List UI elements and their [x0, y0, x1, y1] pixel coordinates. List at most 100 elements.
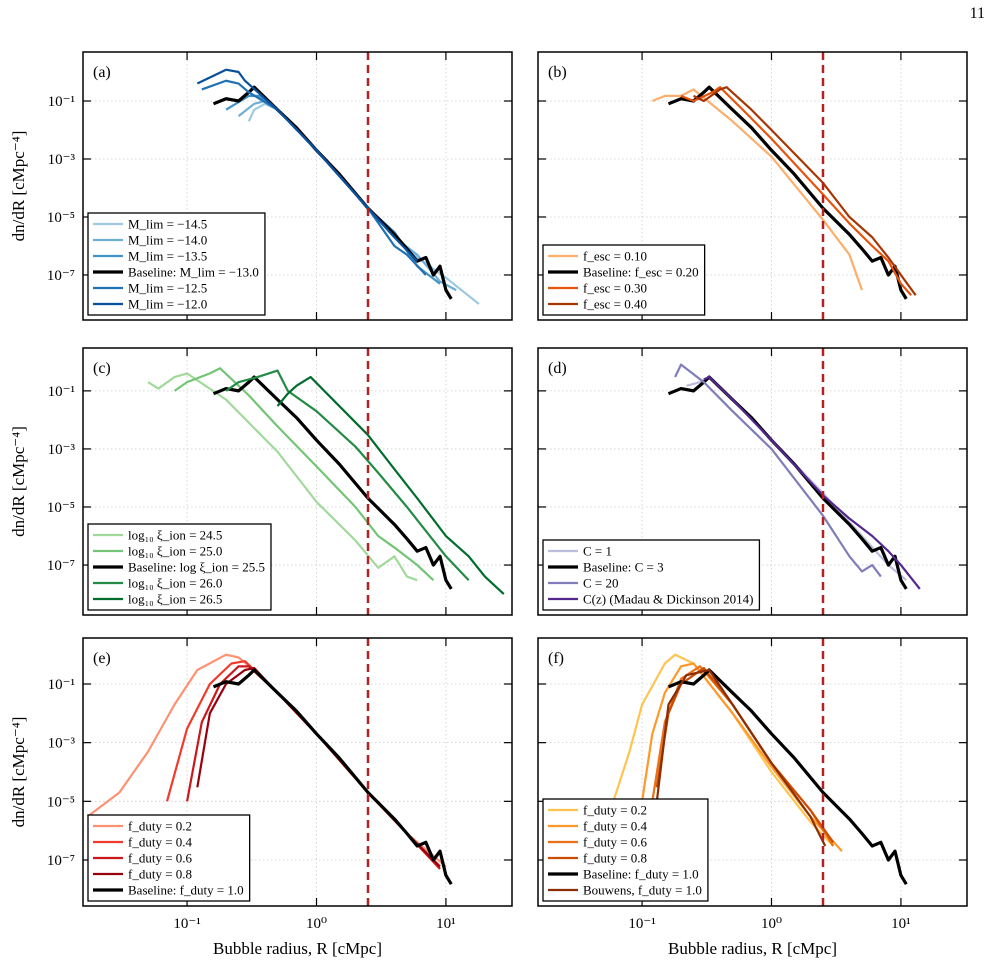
legend-label: M_lim = −14.5	[128, 217, 207, 232]
series-line	[651, 88, 863, 291]
x-tick-label: 10⁻¹	[173, 916, 200, 932]
y-tick-label: 10⁻⁷	[47, 268, 75, 284]
legend-label: C = 1	[583, 544, 612, 559]
y-axis-label: dn/dR [cMpc⁻⁴]	[9, 131, 28, 242]
x-axis-label: Bubble radius, R [cMpc]	[668, 939, 837, 958]
series-line	[276, 375, 505, 595]
legend-label: f_esc = 0.30	[583, 281, 647, 296]
series-group	[86, 653, 453, 885]
legend-label: log₁₀ ξ_ion = 26.0	[128, 576, 222, 591]
y-tick-label: 10⁻³	[48, 736, 76, 752]
y-tick-label: 10⁻¹	[48, 677, 75, 693]
legend-label: f_duty = 0.2	[583, 803, 647, 818]
panel-label: (f)	[548, 650, 564, 667]
series-line	[225, 369, 470, 581]
series-group	[612, 653, 908, 885]
legend-label: M_lim = −12.0	[128, 297, 207, 312]
panel: 10⁻¹ 10⁻³ 10⁻⁵ 10⁻⁷ (c) dn/dR [cMpc⁻⁴] log₁₀ ξ…	[9, 347, 513, 616]
y-tick-label: 10⁻³	[48, 152, 76, 168]
legend-label: Baseline: f_duty = 1.0	[583, 867, 699, 882]
legend-label: log₁₀ ξ_ion = 25.0	[128, 544, 222, 559]
plot-frame	[82, 347, 513, 616]
y-tick-label: 10⁻⁵	[47, 210, 75, 226]
series-line	[680, 86, 912, 296]
legend: M_lim = −14.5M_lim = −14.0M_lim = −13.5B…	[87, 212, 266, 316]
legend-label: f_duty = 0.4	[583, 819, 648, 834]
series-group	[651, 85, 917, 300]
x-tick-label: 10¹	[891, 916, 911, 932]
y-axis-label: dn/dR [cMpc⁻⁴]	[9, 717, 28, 828]
legend-label: M_lim = −12.5	[128, 281, 207, 296]
legend-label: Baseline: C = 3	[583, 560, 664, 575]
y-tick-label: 10⁻¹	[48, 94, 75, 110]
legend: f_duty = 0.2f_duty = 0.4f_duty = 0.6f_du…	[87, 814, 251, 902]
x-tick-label: 10⁰	[761, 916, 782, 932]
series-line	[196, 68, 419, 262]
series-line	[693, 86, 917, 296]
legend-label: f_duty = 0.6	[128, 851, 193, 866]
series-line	[667, 668, 908, 885]
legend: f_duty = 0.2f_duty = 0.4f_duty = 0.6f_du…	[542, 798, 709, 902]
legend-box	[542, 539, 761, 611]
series-line	[237, 99, 457, 292]
panel-label: (b)	[548, 64, 567, 81]
page-number: 11	[970, 5, 985, 22]
legend-label: f_duty = 0.6	[583, 835, 648, 850]
series-line	[703, 375, 921, 590]
series-line	[173, 367, 435, 582]
series-group	[147, 367, 505, 595]
legend-box	[542, 798, 709, 902]
plot-frame	[82, 637, 513, 907]
legend-label: Bouwens, f_duty = 1.0	[583, 883, 702, 898]
legend-label: log₁₀ ξ_ion = 24.5	[128, 528, 222, 543]
legend-label: Baseline: M_lim = −13.0	[128, 265, 259, 280]
series-group	[196, 68, 480, 305]
y-tick-label: 10⁻⁵	[47, 794, 75, 810]
panel-label: (d)	[548, 360, 567, 377]
legend-label: log₁₀ ξ_ion = 26.5	[128, 592, 222, 607]
panel-label: (c)	[93, 360, 111, 377]
series-line	[655, 666, 835, 843]
series-group	[667, 363, 921, 590]
panel: 10⁻¹ 10⁰ 10¹ (f) Bubble radius, R [cMpc] f_du…	[537, 637, 968, 958]
legend-label: f_esc = 0.40	[583, 297, 647, 312]
legend-label: f_duty = 0.2	[128, 819, 192, 834]
plot-frame	[82, 51, 513, 321]
plot-frame	[537, 347, 968, 616]
x-tick-label: 10⁰	[306, 916, 327, 932]
y-tick-label: 10⁻¹	[48, 384, 75, 400]
y-tick-label: 10⁻⁵	[47, 500, 75, 516]
series-line	[674, 363, 882, 578]
legend-label: f_duty = 0.8	[583, 851, 647, 866]
series-line	[212, 375, 453, 590]
series-line	[212, 668, 453, 885]
legend-label: M_lim = −14.0	[128, 233, 207, 248]
legend-label: C = 20	[583, 576, 619, 591]
y-axis-label: dn/dR [cMpc⁻⁴]	[9, 426, 28, 537]
panel-label: (e)	[93, 650, 111, 667]
legend-label: f_duty = 0.8	[128, 867, 192, 882]
y-tick-label: 10⁻⁷	[47, 558, 75, 574]
x-tick-label: 10¹	[436, 916, 456, 932]
legend-label: Baseline: f_duty = 1.0	[128, 883, 244, 898]
panel: 10⁻¹ 10⁻³ 10⁻⁵ 10⁻⁷ (a) dn/dR [cMpc⁻⁴] M_lim =…	[9, 51, 513, 321]
y-tick-label: 10⁻³	[48, 442, 76, 458]
panel: 10⁻¹ 10⁰ 10¹ 10⁻¹ 10⁻³ 10⁻⁵ 10⁻⁷ (e) dn/dR [cMpc…	[9, 637, 513, 958]
plot-frame	[537, 51, 968, 321]
x-axis-label: Bubble radius, R [cMpc]	[213, 939, 382, 958]
series-line	[612, 653, 835, 847]
x-tick-label: 10⁻¹	[628, 916, 655, 932]
legend-label: f_duty = 0.4	[128, 835, 193, 850]
legend-label: f_esc = 0.10	[583, 249, 647, 264]
panel-label: (a)	[93, 64, 111, 81]
legend-label: M_lim = −13.5	[128, 249, 207, 264]
legend-label: Baseline: log ξ_ion = 25.5	[128, 560, 265, 575]
plot-frame	[537, 637, 968, 907]
